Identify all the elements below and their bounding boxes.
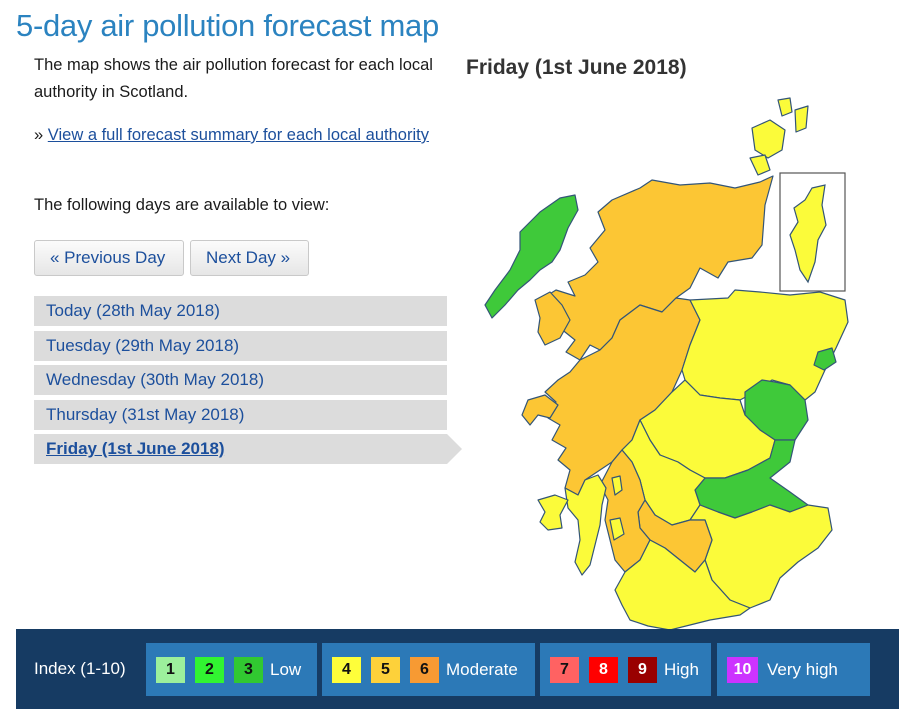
- day-item-today[interactable]: Today (28th May 2018): [34, 296, 447, 326]
- shetland-region[interactable]: [789, 184, 827, 284]
- day-item-tuesday[interactable]: Tuesday (29th May 2018): [34, 330, 447, 361]
- arran-island[interactable]: [609, 517, 625, 541]
- legend-title: Index (1-10): [34, 659, 126, 678]
- legend-chip-4: 4: [332, 657, 361, 683]
- legend-label-very-high: Very high: [767, 660, 838, 679]
- bute-island[interactable]: [611, 475, 623, 496]
- next-day-button[interactable]: Next Day »: [190, 240, 309, 276]
- legend-label-high: High: [664, 660, 699, 679]
- available-days-text: The following days are available to view…: [34, 196, 330, 214]
- map-title: Friday (1st June 2018): [466, 56, 687, 79]
- legend-chip-9: 9: [628, 657, 657, 683]
- mull-island[interactable]: [521, 394, 559, 426]
- forecast-map: [484, 97, 849, 630]
- legend-group-high: 7 8 9 High: [540, 643, 711, 696]
- legend-chip-3: 3: [234, 657, 263, 683]
- day-item-thursday[interactable]: Thursday (31st May 2018): [34, 399, 447, 430]
- dumfries-region[interactable]: [614, 539, 751, 630]
- day-list: Today (28th May 2018) Tuesday (29th May …: [34, 296, 464, 469]
- aberdeen-region[interactable]: [813, 347, 837, 371]
- western-isles-region[interactable]: [484, 194, 579, 319]
- kintyre-region[interactable]: [564, 474, 607, 576]
- orkney-island-north[interactable]: [777, 97, 793, 117]
- day-item-wednesday[interactable]: Wednesday (30th May 2018): [34, 365, 447, 395]
- intro-text: The map shows the air pollution forecast…: [34, 56, 433, 101]
- legend-label-moderate: Moderate: [446, 660, 518, 679]
- legend-chip-7: 7: [550, 657, 579, 683]
- summary-prefix: »: [34, 126, 48, 144]
- day-item-friday[interactable]: Friday (1st June 2018): [34, 434, 462, 464]
- legend-chip-2: 2: [195, 657, 224, 683]
- orkney-region[interactable]: [751, 119, 786, 159]
- legend-chip-10: 10: [727, 657, 758, 683]
- legend-group-moderate: 4 5 6 Moderate: [322, 643, 535, 696]
- legend-label-low: Low: [270, 660, 302, 679]
- shetland-inset-frame: [779, 172, 846, 292]
- skye-island[interactable]: [534, 291, 571, 346]
- forecast-summary-link[interactable]: View a full forecast summary for each lo…: [47, 126, 429, 144]
- legend-chip-6: 6: [410, 657, 439, 683]
- orkney-island-east[interactable]: [794, 105, 809, 133]
- legend-chip-5: 5: [371, 657, 400, 683]
- legend-chip-8: 8: [589, 657, 618, 683]
- orkney-island-south[interactable]: [749, 154, 771, 176]
- summary-line: » View a full forecast summary for each …: [34, 122, 434, 149]
- legend-bar: Index (1-10) 1 2 3 Low 4 5 6 Moderate 7 …: [16, 629, 899, 709]
- legend-group-low: 1 2 3 Low: [146, 643, 317, 696]
- legend-chip-1: 1: [156, 657, 185, 683]
- islay-island[interactable]: [537, 494, 569, 531]
- page-title: 5-day air pollution forecast map: [16, 8, 439, 43]
- legend-group-very-high: 10 Very high: [717, 643, 870, 696]
- previous-day-button[interactable]: « Previous Day: [34, 240, 184, 276]
